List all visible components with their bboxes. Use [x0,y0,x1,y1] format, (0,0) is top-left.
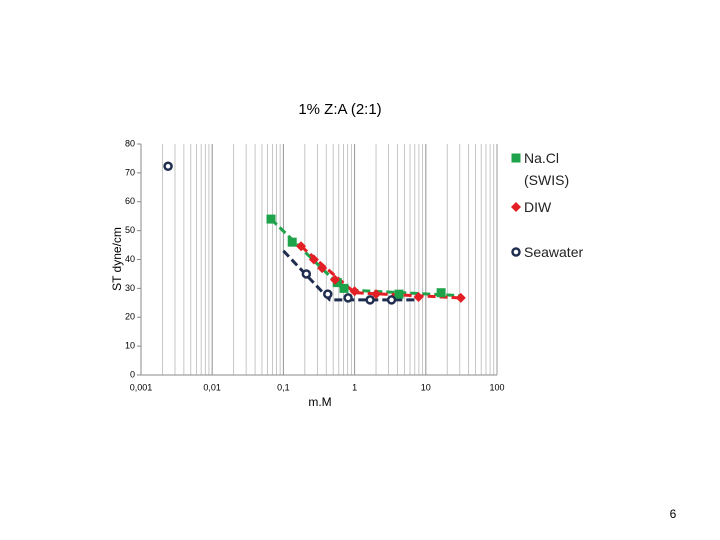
data-point [287,237,297,247]
y-tick-label: 50 [125,225,135,235]
data-point [511,153,521,163]
data-point [308,254,319,265]
data-point [455,292,466,303]
page-number: 6 [670,507,677,521]
data-point [329,274,340,285]
trend-line [269,217,460,298]
legend-label: DIW [524,199,552,215]
y-tick-label: 10 [125,341,135,351]
data-point [339,283,349,293]
y-tick-label: 0 [130,369,135,379]
data-point [343,293,353,303]
y-tick-label: 80 [125,138,135,148]
data-point [349,286,360,297]
data-point [511,247,521,257]
data-point [163,161,173,171]
data-point [365,295,375,305]
data-point [394,289,404,299]
y-tick-label: 60 [125,196,135,206]
data-point [323,289,333,299]
x-tick-label: 1 [352,382,357,392]
data-point [413,292,424,303]
legend-label: Seawater [524,244,584,260]
data-point [296,241,307,252]
x-tick-label: 10 [421,382,431,392]
y-tick-label: 40 [125,254,135,264]
y-tick-label: 20 [125,312,135,322]
y-tick-label: 70 [125,167,135,177]
data-point [386,295,397,305]
x-tick-label: 100 [489,382,504,392]
data-point [266,214,276,224]
legend-label: Na.Cl (SWIS) [524,150,570,188]
data-point [301,269,312,279]
y-axis-label: ST dyne/cm [110,227,124,291]
x-tick-label: 0,01 [203,382,221,392]
y-tick-label: 30 [125,283,135,293]
data-point [436,288,446,298]
x-axis-label: m.M [308,395,331,409]
data-point [511,202,521,212]
x-tick-label: 0,001 [130,382,153,392]
data-point [371,289,382,300]
chart-title: 1% Z:A (2:1) [298,101,381,118]
data-point [317,263,328,274]
x-tick-label: 0,1 [277,382,290,392]
